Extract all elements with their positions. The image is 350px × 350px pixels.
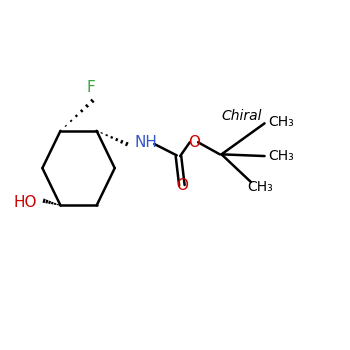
Text: O: O <box>188 135 200 150</box>
Text: NH: NH <box>134 135 157 150</box>
Text: F: F <box>86 80 95 94</box>
Text: CH₃: CH₃ <box>268 114 294 128</box>
Text: Chiral: Chiral <box>222 110 262 124</box>
Text: CH₃: CH₃ <box>247 180 273 194</box>
Text: O: O <box>176 178 188 193</box>
Text: HO: HO <box>13 195 37 210</box>
Text: CH₃: CH₃ <box>268 149 294 163</box>
